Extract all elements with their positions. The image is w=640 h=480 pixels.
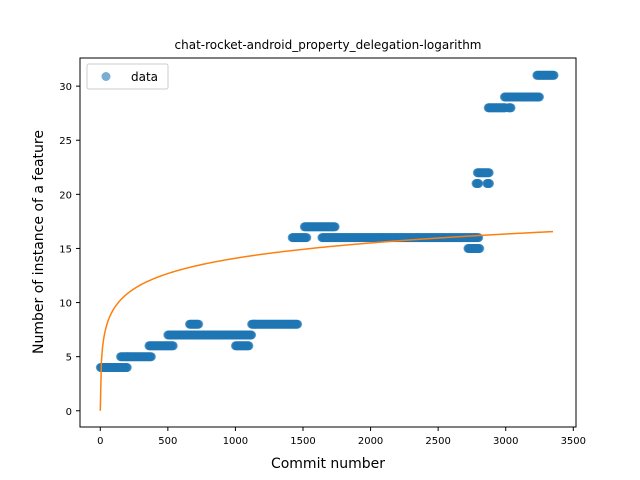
x-tick-label: 500 <box>158 436 177 447</box>
x-tick-label: 1500 <box>290 436 315 447</box>
chart-title: chat-rocket-android_property_delegation-… <box>175 38 482 52</box>
fit-line <box>99 230 554 411</box>
x-tick-label: 2000 <box>358 436 383 447</box>
x-tick-label: 0 <box>97 436 103 447</box>
x-tick-label: 2500 <box>425 436 450 447</box>
data-point <box>549 70 559 80</box>
data-point <box>247 330 257 340</box>
y-tick-label: 25 <box>59 136 72 147</box>
data-point <box>122 363 132 372</box>
data-point <box>474 233 484 243</box>
x-tick-label: 3000 <box>493 436 518 447</box>
data-point <box>168 341 178 351</box>
data-point <box>475 244 485 253</box>
legend-label-data: data <box>131 70 158 84</box>
axes-frame <box>79 57 577 428</box>
y-tick-label: 30 <box>59 82 72 93</box>
legend-marker-data <box>101 72 111 81</box>
plot-area <box>95 70 559 411</box>
data-point <box>244 341 254 351</box>
data-point <box>506 103 516 113</box>
data-series <box>95 70 559 372</box>
data-point <box>474 179 484 188</box>
data-point <box>485 179 494 188</box>
y-tick-label: 0 <box>66 407 72 418</box>
legend-box <box>86 63 169 90</box>
y-axis-title: Number of instance of a feature <box>31 130 47 354</box>
data-point <box>535 92 544 102</box>
y-tick-label: 10 <box>59 299 72 310</box>
legend: data <box>86 63 169 90</box>
data-point <box>194 319 204 329</box>
data-point <box>293 319 303 329</box>
data-point <box>302 233 312 243</box>
data-point <box>484 168 494 178</box>
y-tick-label: 15 <box>59 244 72 255</box>
y-tick-label: 20 <box>59 190 72 201</box>
x-tick-label: 3500 <box>561 436 586 447</box>
x-tick-label: 1000 <box>223 436 248 447</box>
x-axis-title: Commit number <box>271 456 385 472</box>
axes: 0 500 1000 1500 2000 2500 3000 3500 0 5 10 15 20 25 30 <box>59 57 586 447</box>
data-point <box>146 352 156 362</box>
y-tick-label: 5 <box>66 353 72 364</box>
data-point <box>330 222 340 232</box>
